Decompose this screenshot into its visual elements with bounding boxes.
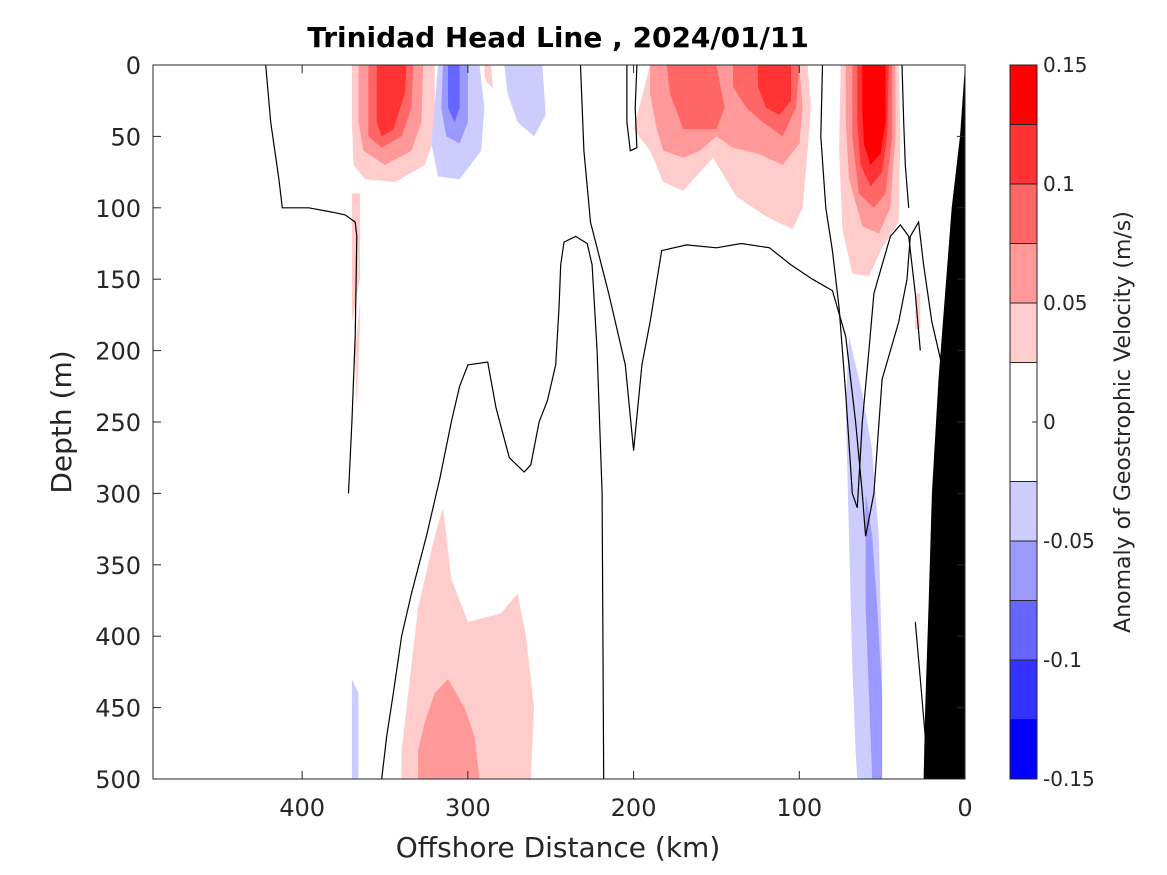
colorbar-tick-label: -0.1: [1043, 648, 1082, 672]
y-tick-label: 350: [95, 552, 141, 580]
colorbar-tick-label: 0.05: [1043, 291, 1088, 315]
colorbar-block: [1010, 303, 1037, 363]
y-tick-label: 100: [95, 195, 141, 223]
chart-title: Trinidad Head Line , 2024/01/11: [307, 21, 809, 54]
colorbar-block: [1010, 184, 1037, 244]
zero-contour-line: [914, 621, 926, 737]
y-axis-ticks: 0 50 100 150 200 250 300 350 400 450 500: [95, 52, 965, 794]
y-tick-label: 300: [95, 480, 141, 508]
colorbar-tick-label: 0.15: [1043, 53, 1088, 77]
y-tick-label: 0: [126, 52, 141, 80]
zero-contour-line: [626, 65, 638, 152]
x-tick-label: 300: [445, 794, 491, 822]
colorbar-tick-label: -0.15: [1043, 767, 1095, 791]
zero-contours: [265, 65, 959, 779]
land-polygon: [923, 65, 965, 779]
velocity-region: [666, 65, 725, 130]
colorbar-ticks: 0.15 0.1 0.05 0 -0.05 -0.1 -0.15: [1032, 53, 1095, 791]
y-tick-label: 400: [95, 623, 141, 651]
velocity-region: [338, 65, 545, 544]
velocity-region: [376, 65, 407, 137]
plot-area: 400 300 200 100 0 0 50 100 150 200 250 300 350 400 45…: [95, 52, 972, 822]
colorbar-block: [1010, 243, 1037, 303]
velocity-region: [757, 65, 791, 115]
velocity-region: [862, 65, 886, 165]
zero-contour-line: [820, 65, 921, 508]
y-tick-label: 450: [95, 695, 141, 723]
colorbar-tick-label: 0: [1043, 410, 1056, 434]
y-tick-label: 500: [95, 766, 141, 794]
velocity-region: [448, 65, 460, 123]
land-mask: [923, 65, 965, 779]
y-tick-label: 250: [95, 409, 141, 437]
colorbar-block: [1010, 660, 1037, 720]
zero-contour-line: [579, 65, 959, 537]
zero-contour-line: [901, 65, 910, 208]
y-tick-label: 50: [110, 123, 141, 151]
colorbar-tick-label: -0.05: [1043, 529, 1095, 553]
y-tick-label: 150: [95, 266, 141, 294]
x-axis-ticks: 400 300 200 100 0: [279, 65, 973, 822]
x-axis-label: Offshore Distance (km): [396, 831, 721, 864]
velocity-region: [351, 679, 359, 779]
colorbar: 0.15 0.1 0.05 0 -0.05 -0.1 -0.15 Anomaly of Ge…: [1009, 53, 1136, 791]
velocity-region: [504, 65, 546, 137]
velocity-region: [865, 493, 883, 779]
zero-contour-line: [381, 235, 605, 779]
colorbar-block: [1010, 124, 1037, 184]
colorbar-block: [1010, 541, 1037, 601]
x-tick-label: 100: [776, 794, 822, 822]
colorbar-label: Anomaly of Geostrophic Velocity (m/s): [1111, 211, 1136, 633]
x-tick-label: 400: [279, 794, 325, 822]
colorbar-block: [1010, 719, 1037, 779]
y-tick-label: 200: [95, 338, 141, 366]
velocity-region: [749, 536, 796, 779]
velocity-region: [418, 679, 480, 779]
colorbar-blocks: [1010, 65, 1037, 779]
x-tick-label: 0: [957, 794, 972, 822]
colorbar-block: [1010, 600, 1037, 660]
velocity-regions: [338, 65, 921, 779]
colorbar-block: [1010, 65, 1037, 125]
y-axis-label: Depth (m): [45, 350, 78, 493]
zero-contour-line: [265, 65, 358, 494]
colorbar-block: [1010, 481, 1037, 541]
x-tick-label: 200: [611, 794, 657, 822]
colorbar-tick-label: 0.1: [1043, 172, 1075, 196]
